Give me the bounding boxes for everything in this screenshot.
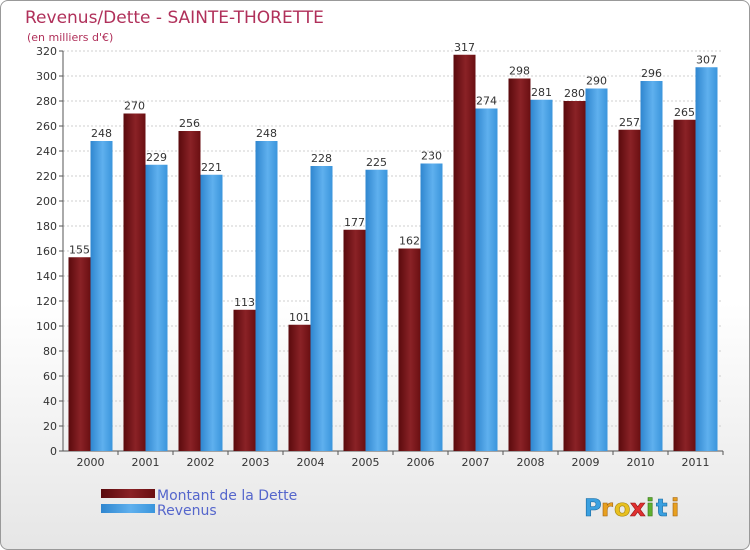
value-label-revenus-2005: 225 <box>366 156 387 169</box>
bar-revenus-2001 <box>145 164 168 451</box>
chart-subtitle: (en milliers d'€) <box>27 31 113 44</box>
x-tick-label: 2009 <box>572 456 600 469</box>
legend-swatch-dette <box>101 489 155 498</box>
value-label-revenus-2011: 307 <box>696 53 717 66</box>
svg-text:r: r <box>601 494 613 522</box>
value-label-dette-2011: 265 <box>674 106 695 119</box>
svg-text:x: x <box>630 494 646 522</box>
legend-label-dette: Montant de la Dette <box>157 488 297 504</box>
y-tick-label: 120 <box>36 295 57 308</box>
value-label-dette-2003: 113 <box>234 296 255 309</box>
bar-revenus-2009 <box>585 88 608 451</box>
proxiti-logo: P r o x i t i <box>584 494 680 523</box>
bar-dette-2006 <box>398 248 421 451</box>
value-label-revenus-2001: 229 <box>146 151 167 164</box>
bar-dette-2007 <box>453 54 476 451</box>
x-tick-label: 2001 <box>132 456 160 469</box>
bar-revenus-2003 <box>255 141 278 451</box>
y-tick-label: 80 <box>43 345 57 358</box>
value-label-dette-2009: 280 <box>564 87 585 100</box>
chart-title: Revenus/Dette - SAINTE-THORETTE <box>25 8 324 28</box>
bar-revenus-2005 <box>365 169 388 451</box>
y-tick-label: 220 <box>36 170 57 183</box>
bar-revenus-2007 <box>475 108 498 451</box>
y-tick-label: 0 <box>50 445 57 458</box>
value-label-dette-2002: 256 <box>179 117 200 130</box>
y-tick-label: 180 <box>36 220 57 233</box>
bar-dette-2005 <box>343 229 366 451</box>
legend-label-revenus: Revenus <box>157 503 217 519</box>
svg-text:t: t <box>656 494 667 522</box>
bar-dette-2011 <box>673 119 696 451</box>
bar-revenus-2010 <box>640 81 663 451</box>
bar-dette-2009 <box>563 101 586 451</box>
bar-revenus-2008 <box>530 99 553 451</box>
y-tick-label: 40 <box>43 395 57 408</box>
y-tick-label: 240 <box>36 145 57 158</box>
y-tick-label: 260 <box>36 120 57 133</box>
y-tick-label: 320 <box>36 45 57 58</box>
y-tick-label: 20 <box>43 420 57 433</box>
y-tick-label: 300 <box>36 70 57 83</box>
value-label-dette-2001: 270 <box>124 100 145 113</box>
bar-revenus-2011 <box>695 67 718 451</box>
y-tick-label: 280 <box>36 95 57 108</box>
value-label-dette-2010: 257 <box>619 116 640 129</box>
y-tick-label: 160 <box>36 245 57 258</box>
y-tick-label: 60 <box>43 370 57 383</box>
x-tick-label: 2008 <box>517 456 545 469</box>
bar-dette-2008 <box>508 78 531 451</box>
x-tick-label: 2005 <box>352 456 380 469</box>
value-label-revenus-2007: 274 <box>476 95 497 108</box>
value-label-dette-2007: 317 <box>454 41 475 54</box>
x-tick-label: 2003 <box>242 456 270 469</box>
bar-revenus-2004 <box>310 166 333 451</box>
x-tick-label: 2011 <box>682 456 710 469</box>
bar-dette-2003 <box>233 309 256 451</box>
x-tick-label: 2006 <box>407 456 435 469</box>
value-label-dette-2006: 162 <box>399 235 420 248</box>
value-label-revenus-2000: 248 <box>91 127 112 140</box>
x-tick-label: 2007 <box>462 456 490 469</box>
x-tick-label: 2010 <box>627 456 655 469</box>
svg-text:P: P <box>584 494 602 522</box>
svg-text:o: o <box>614 494 631 522</box>
bar-dette-2000 <box>68 257 91 451</box>
svg-text:i: i <box>671 494 679 522</box>
value-label-revenus-2009: 290 <box>586 75 607 88</box>
svg-text:i: i <box>646 494 654 522</box>
bar-dette-2002 <box>178 131 201 451</box>
y-tick-label: 200 <box>36 195 57 208</box>
bar-dette-2004 <box>288 324 311 451</box>
value-label-revenus-2003: 248 <box>256 127 277 140</box>
bar-revenus-2000 <box>90 141 113 451</box>
legend-swatch-revenus <box>101 504 155 513</box>
y-tick-label: 140 <box>36 270 57 283</box>
bar-revenus-2006 <box>420 163 443 451</box>
value-label-revenus-2008: 281 <box>531 86 552 99</box>
x-tick-label: 2002 <box>187 456 215 469</box>
bar-dette-2010 <box>618 129 641 451</box>
value-label-revenus-2006: 230 <box>421 150 442 163</box>
x-tick-label: 2000 <box>77 456 105 469</box>
y-tick-label: 100 <box>36 320 57 333</box>
value-label-dette-2004: 101 <box>289 311 310 324</box>
bar-revenus-2002 <box>200 174 223 451</box>
legend: Montant de la Dette Revenus <box>101 488 297 519</box>
value-label-revenus-2004: 228 <box>311 152 332 165</box>
value-label-revenus-2010: 296 <box>641 67 662 80</box>
value-label-dette-2008: 298 <box>509 65 530 78</box>
value-label-revenus-2002: 221 <box>201 161 222 174</box>
value-label-dette-2000: 155 <box>69 243 90 256</box>
bar-dette-2001 <box>123 113 146 451</box>
x-tick-label: 2004 <box>297 456 325 469</box>
value-label-dette-2005: 177 <box>344 216 365 229</box>
